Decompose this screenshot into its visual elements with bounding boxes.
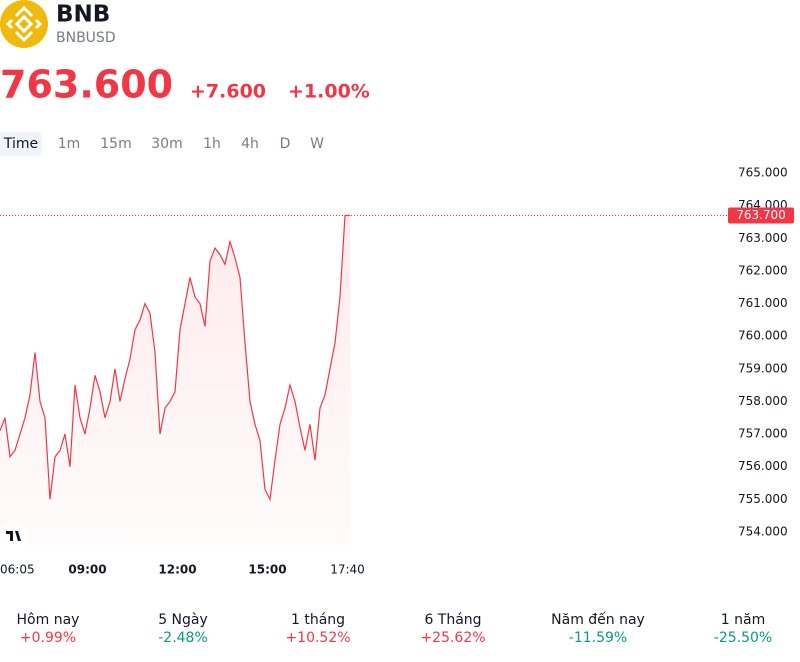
y-tick-label: 755.000 bbox=[738, 492, 788, 506]
interval-button[interactable]: 15m bbox=[100, 136, 131, 152]
y-tick-label: 759.000 bbox=[738, 361, 788, 375]
y-tick-label: 757.000 bbox=[738, 427, 788, 441]
last-price-box bbox=[728, 207, 794, 224]
period-change: +25.62% bbox=[420, 630, 485, 646]
period-name[interactable]: 1 năm bbox=[721, 612, 765, 628]
interval-button[interactable]: Time bbox=[3, 136, 38, 152]
ticker: BNBUSD bbox=[56, 30, 116, 46]
period-change: +10.52% bbox=[285, 630, 350, 646]
y-tick-label: 763.000 bbox=[738, 231, 788, 245]
price: 763.600 bbox=[0, 63, 173, 107]
interval-button[interactable]: 30m bbox=[151, 136, 182, 152]
interval-button[interactable]: 1m bbox=[58, 136, 81, 152]
period-change: -11.59% bbox=[569, 630, 627, 646]
period-name[interactable]: 1 tháng bbox=[291, 612, 345, 628]
interval-button[interactable]: 4h bbox=[241, 136, 259, 152]
interval-button[interactable]: W bbox=[310, 136, 324, 152]
x-tick-label: 17:40 bbox=[330, 563, 365, 577]
y-tick-label: 761.000 bbox=[738, 296, 788, 310]
period-name[interactable]: 5 Ngày bbox=[158, 612, 208, 628]
y-tick-label: 765.000 bbox=[738, 166, 788, 180]
y-tick-label: 756.000 bbox=[738, 459, 788, 473]
period-name[interactable]: Năm đến nay bbox=[551, 611, 645, 628]
interval-button[interactable]: D bbox=[280, 136, 291, 152]
y-tick-label: 762.000 bbox=[738, 263, 788, 277]
change-percent: +1.00% bbox=[288, 81, 370, 103]
last-price-label: 763.700 bbox=[736, 208, 786, 222]
period-change: -25.50% bbox=[714, 630, 772, 646]
period-change: -2.48% bbox=[158, 630, 208, 646]
area-fill bbox=[0, 215, 350, 545]
tv-logo bbox=[0, 522, 28, 550]
symbol-name: BNB bbox=[56, 2, 110, 28]
x-tick-label: 06:05 bbox=[0, 563, 35, 577]
y-tick-label: 754.000 bbox=[738, 524, 788, 538]
price-line bbox=[0, 214, 350, 502]
x-tick-label: 09:00 bbox=[68, 563, 106, 577]
y-tick-label: 758.000 bbox=[738, 394, 788, 408]
change: +7.600 bbox=[190, 81, 266, 103]
period-name[interactable]: Hôm nay bbox=[17, 612, 80, 628]
interval-button[interactable]: 1h bbox=[203, 136, 221, 152]
y-tick-label: 760.000 bbox=[738, 329, 788, 343]
active-interval-bg bbox=[0, 132, 42, 156]
period-change: +0.99% bbox=[20, 630, 76, 646]
x-tick-label: 12:00 bbox=[158, 563, 196, 577]
period-name[interactable]: 6 Tháng bbox=[424, 612, 481, 628]
x-tick-label: 15:00 bbox=[248, 563, 286, 577]
logo bbox=[0, 0, 48, 48]
